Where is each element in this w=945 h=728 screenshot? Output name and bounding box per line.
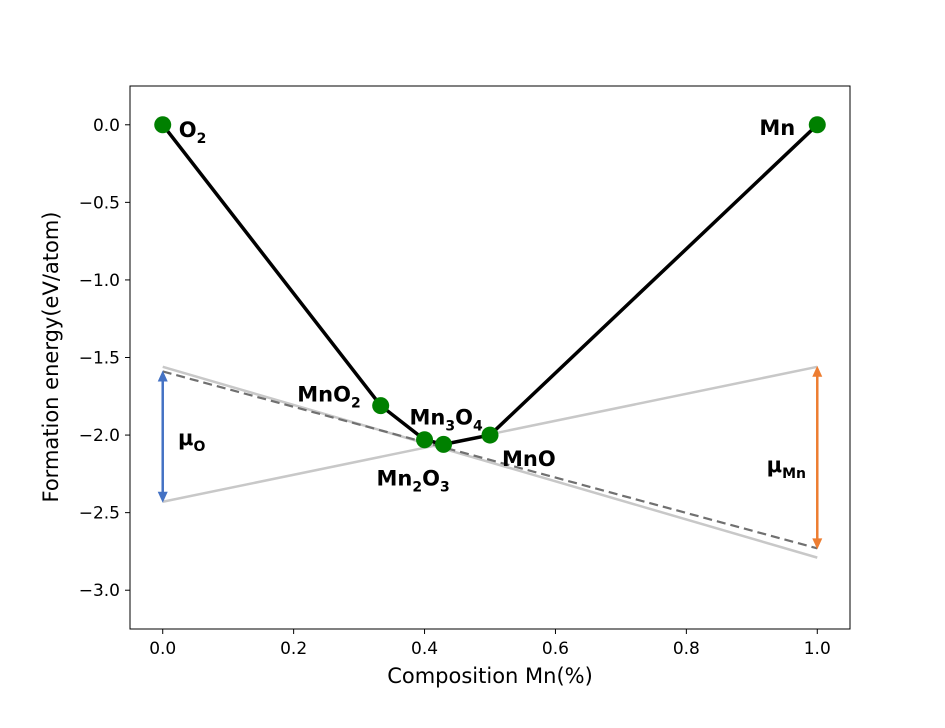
potential-arrow bbox=[812, 365, 823, 550]
x-tick-label: 0.2 bbox=[280, 639, 307, 659]
convex-hull bbox=[161, 123, 819, 447]
mno-label: MnO bbox=[502, 447, 556, 471]
y-axis-label: Formation energy(eV/atom) bbox=[39, 212, 63, 503]
reference-lines bbox=[162, 365, 818, 559]
mn2o3-label-part: O bbox=[422, 467, 440, 491]
mn-label: Mn bbox=[759, 116, 795, 140]
mn2o3-label-part: 3 bbox=[440, 480, 450, 496]
mn3o4-label-part: 3 bbox=[445, 418, 455, 434]
x-tick-label: 1.0 bbox=[804, 639, 831, 659]
y-tick-label: 0.0 bbox=[93, 116, 120, 136]
x-tick-label: 0.6 bbox=[542, 639, 569, 659]
mu-mn-label-part: Mn bbox=[782, 466, 806, 482]
data-point bbox=[372, 397, 390, 415]
mn-label-part: Mn bbox=[759, 116, 795, 140]
mn2o3-label-part: Mn bbox=[377, 467, 413, 491]
y-tick-label: −2.0 bbox=[79, 426, 120, 446]
mu-o-label-part: O bbox=[193, 439, 205, 455]
o2-label-part: O bbox=[179, 118, 197, 142]
y-tick-label: −3.0 bbox=[79, 581, 120, 601]
x-axis-label: Composition Mn(%) bbox=[387, 664, 593, 688]
mn3o4-label-part: O bbox=[455, 405, 473, 429]
y-tick-label: −1.5 bbox=[79, 349, 120, 369]
o2-label-part: 2 bbox=[197, 131, 207, 147]
mn3o4-label: Mn3O4 bbox=[410, 405, 483, 434]
mu-o-label-part: μ bbox=[178, 426, 193, 450]
dashed-tangent-line bbox=[162, 370, 818, 550]
plot-frame bbox=[129, 85, 851, 630]
data-point bbox=[416, 431, 434, 449]
arrow-head-up bbox=[157, 370, 168, 382]
mu-o-label: μO bbox=[178, 426, 205, 455]
mno2-label-part: MnO bbox=[297, 383, 351, 407]
x-tick-label: 0.4 bbox=[411, 639, 438, 659]
hull-line bbox=[161, 123, 819, 447]
mn2o3-label: Mn2O3 bbox=[377, 467, 450, 496]
o2-label: O2 bbox=[179, 118, 207, 147]
chemical-potential-arrows bbox=[157, 365, 823, 550]
mn2o3-label-part: 2 bbox=[412, 480, 422, 496]
potential-arrow bbox=[157, 370, 168, 503]
data-point bbox=[435, 435, 453, 453]
data-points bbox=[154, 116, 826, 453]
arrow-head-down bbox=[157, 491, 168, 503]
arrow-head-up bbox=[812, 365, 823, 377]
mno2-label: MnO2 bbox=[297, 383, 360, 412]
data-point bbox=[808, 116, 826, 134]
data-point bbox=[481, 426, 499, 444]
y-axis-ticks: 0.0 −0.5 −1.0 −1.5 −2.0 −2.5 −3.0 bbox=[79, 116, 130, 601]
mu-mn-label: μMn bbox=[767, 453, 806, 482]
mno2-label-part: 2 bbox=[351, 396, 361, 412]
mn3o4-label-part: 4 bbox=[473, 418, 483, 434]
mn3o4-label-part: Mn bbox=[410, 405, 446, 429]
mno-label-part: MnO bbox=[502, 447, 556, 471]
y-tick-label: −2.5 bbox=[79, 504, 120, 524]
y-tick-label: −1.0 bbox=[79, 271, 120, 291]
mu-mn-label-part: μ bbox=[767, 453, 782, 477]
x-tick-label: 0.8 bbox=[673, 639, 700, 659]
y-tick-label: −0.5 bbox=[79, 193, 120, 213]
arrow-head-down bbox=[812, 538, 823, 550]
x-axis-ticks: 0.0 0.2 0.4 0.6 0.8 1.0 bbox=[149, 629, 831, 659]
x-tick-label: 0.0 bbox=[149, 639, 176, 659]
gray-reference-line bbox=[162, 365, 818, 559]
data-point bbox=[154, 116, 172, 134]
